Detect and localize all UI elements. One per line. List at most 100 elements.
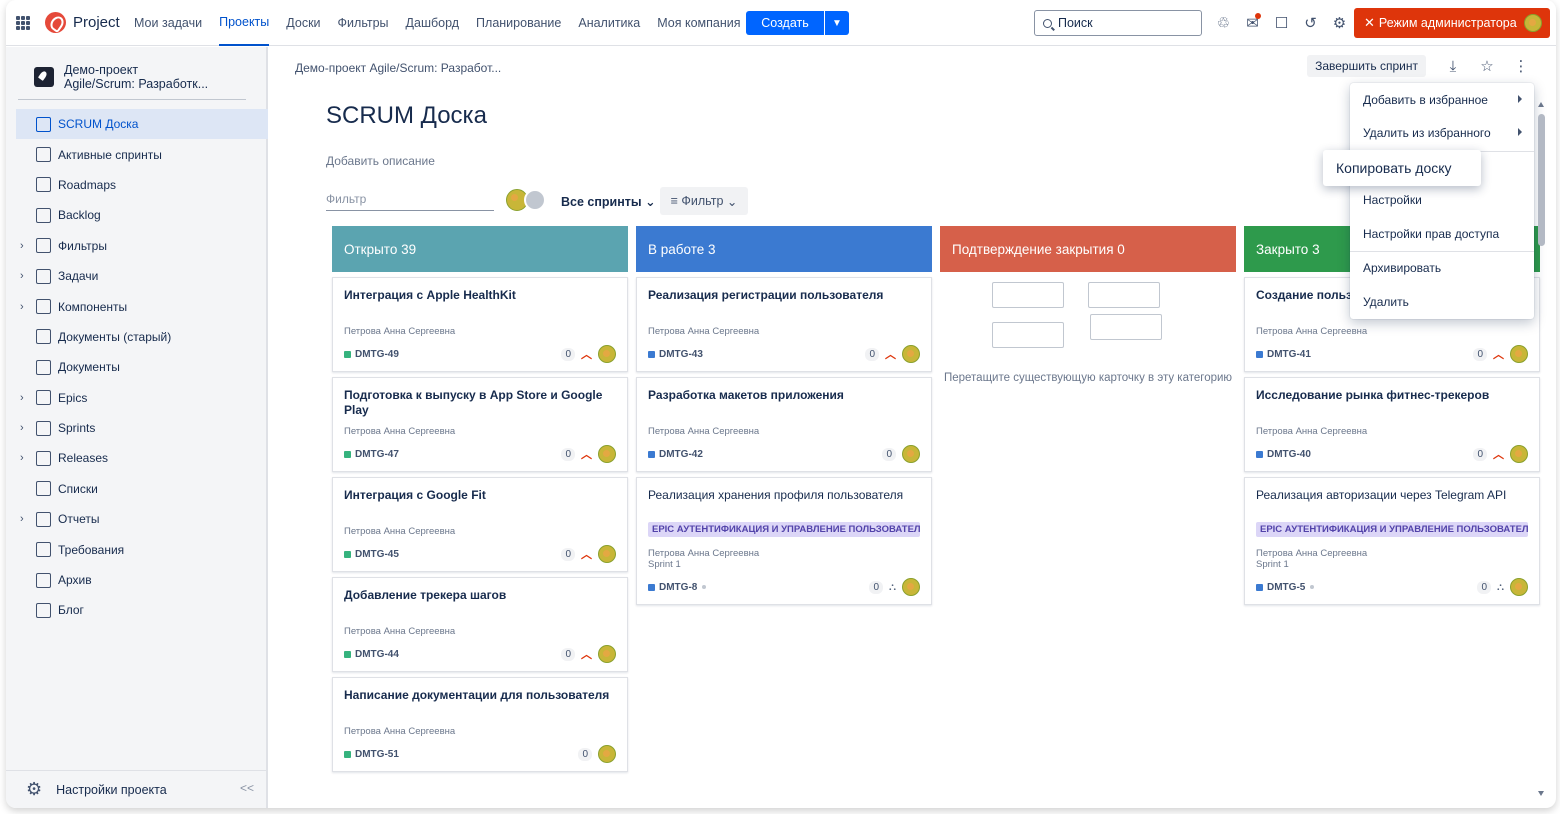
sidebar-item[interactable]: › Компоненты	[16, 291, 268, 321]
tree-icon[interactable]: ♲	[1216, 14, 1231, 32]
card-title[interactable]: Интеграция с Google Fit	[344, 488, 486, 502]
issue-key[interactable]: DMTG-44	[344, 649, 399, 660]
menu-item[interactable]: Удалить из избранного	[1363, 126, 1522, 140]
chevron-right-icon[interactable]: ›	[20, 452, 24, 465]
task-card[interactable]: Интеграция с Apple HealthKit Петрова Анна…	[332, 277, 628, 372]
assignee-avatar[interactable]	[598, 745, 616, 763]
sidebar-item[interactable]: Активные спринты	[16, 139, 268, 169]
task-card[interactable]: Подготовка к выпуску в App Store и Googl…	[332, 377, 628, 472]
epic-badge[interactable]: EPIC АУТЕНТИФИКАЦИЯ И УПРАВЛЕНИЕ ПОЛЬЗОВ…	[1256, 522, 1528, 537]
chevron-right-icon[interactable]: ›	[20, 270, 24, 283]
filter-button[interactable]: ≡ Фильтр ⌄	[660, 187, 748, 215]
assignee-avatar[interactable]	[598, 545, 616, 563]
sidebar-item[interactable]: SCRUM Доска	[16, 109, 268, 140]
issue-key[interactable]: DMTG-40	[1256, 449, 1311, 460]
task-card[interactable]: Исследование рынка фитнес-трекеров Петров…	[1244, 377, 1540, 472]
notification-icon[interactable]: ✉	[1243, 13, 1262, 32]
card-title[interactable]: Добавление трекера шагов	[344, 588, 507, 602]
scroll-down-icon[interactable]	[1538, 791, 1544, 796]
sidebar-item[interactable]: › Фильтры	[16, 231, 268, 261]
task-card[interactable]: Написание документации для пользователя П…	[332, 677, 628, 772]
epic-badge[interactable]: EPIC АУТЕНТИФИКАЦИЯ И УПРАВЛЕНИЕ ПОЛЬЗОВ…	[648, 522, 920, 537]
search-input[interactable]: Поиск	[1034, 10, 1202, 36]
apps-grid-icon[interactable]	[16, 16, 30, 30]
card-title[interactable]: Интеграция с Apple HealthKit	[344, 288, 516, 302]
issue-key[interactable]: DMTG-8	[648, 582, 707, 593]
sidebar-item[interactable]: Требования	[16, 534, 268, 564]
finish-sprint-button[interactable]: Завершить спринт	[1307, 55, 1426, 77]
task-card[interactable]: Реализация регистрации пользователя Петро…	[636, 277, 932, 372]
assignee-avatar[interactable]	[1510, 345, 1528, 363]
star-icon[interactable]: ☆	[1480, 58, 1494, 75]
page-scrollbar[interactable]	[1538, 96, 1545, 796]
collapse-sidebar-icon[interactable]: <<	[239, 781, 254, 795]
project-logo-icon[interactable]	[45, 12, 66, 33]
brand-name[interactable]: Project	[73, 14, 120, 31]
menu-item[interactable]: Настройки прав доступа	[1363, 227, 1499, 241]
issue-key[interactable]: DMTG-43	[648, 349, 703, 360]
menu-item[interactable]: Настройки	[1363, 193, 1422, 207]
column-header[interactable]: Подтверждение закрытия 0	[940, 226, 1236, 272]
card-title[interactable]: Реализация хранения профиля пользователя	[648, 488, 904, 502]
nav-projects[interactable]: Проекты	[219, 0, 270, 46]
chevron-right-icon[interactable]: ›	[20, 422, 24, 435]
unassigned-avatar-icon[interactable]	[524, 189, 546, 211]
menu-item[interactable]: Архивировать	[1363, 261, 1441, 275]
chevron-right-icon[interactable]: ›	[20, 391, 24, 404]
card-title[interactable]: Разработка макетов приложения	[648, 388, 844, 402]
task-card[interactable]: Реализация хранения профиля пользователя…	[636, 477, 932, 605]
card-title[interactable]: Подготовка к выпуску в App Store и Googl…	[344, 388, 603, 417]
menu-item[interactable]: Добавить в избранное	[1363, 93, 1522, 107]
card-title[interactable]: Реализация регистрации пользователя	[648, 288, 884, 302]
chevron-right-icon[interactable]: ›	[20, 513, 24, 526]
sidebar-item[interactable]: Списки	[16, 474, 268, 504]
assignee-avatar[interactable]	[1510, 445, 1528, 463]
assignee-avatar[interactable]	[902, 445, 920, 463]
card-title[interactable]: Создание пользов	[1256, 288, 1367, 302]
sidebar-item[interactable]: Roadmaps	[16, 170, 268, 200]
assignee-avatar[interactable]	[902, 345, 920, 363]
gear-icon[interactable]: ⚙	[1332, 14, 1347, 32]
card-title[interactable]: Написание документации для пользователя	[344, 688, 610, 702]
sidebar-item[interactable]: › Sprints	[16, 413, 268, 443]
issue-key[interactable]: DMTG-45	[344, 549, 399, 560]
menu-item[interactable]: Удалить	[1363, 295, 1409, 309]
nav-my-tasks[interactable]: Мои задачи	[134, 16, 203, 30]
assignee-avatar[interactable]	[902, 578, 920, 596]
create-button[interactable]: Создать	[746, 11, 824, 35]
assignee-avatar[interactable]	[598, 645, 616, 663]
scroll-up-icon[interactable]	[1538, 102, 1544, 107]
sprints-dropdown[interactable]: Все спринты ⌄	[561, 194, 656, 209]
history-icon[interactable]: ↺	[1304, 14, 1317, 32]
download-icon[interactable]: ⤓	[1449, 57, 1457, 75]
card-title[interactable]: Реализация авторизации через Telegram AP…	[1256, 488, 1507, 502]
sidebar-item[interactable]: › Releases	[16, 443, 268, 473]
nav-analytics[interactable]: Аналитика	[578, 16, 641, 30]
admin-mode-button[interactable]: ✕ Режим администратора	[1354, 8, 1550, 38]
user-avatar[interactable]	[1524, 14, 1542, 32]
sidebar-item[interactable]: › Epics	[16, 383, 268, 413]
task-card[interactable]: Разработка макетов приложения Петрова Анн…	[636, 377, 932, 472]
sidebar-item[interactable]: Документы	[16, 352, 268, 382]
column-header[interactable]: В работе 3	[636, 226, 932, 272]
issue-key[interactable]: DMTG-41	[1256, 349, 1311, 360]
chevron-right-icon[interactable]: ›	[20, 239, 24, 252]
sidebar-item[interactable]: › Отчеты	[16, 504, 268, 534]
breadcrumb[interactable]: Демо-проект Agile/Scrum: Разработ...	[295, 61, 502, 75]
add-description-link[interactable]: Добавить описание	[326, 154, 435, 168]
issue-key[interactable]: DMTG-42	[648, 449, 703, 460]
column-header[interactable]: Открыто 39	[332, 226, 628, 272]
issue-key[interactable]: DMTG-51	[344, 749, 399, 760]
more-options-icon[interactable]: ⋮	[1513, 58, 1529, 75]
sidebar-item[interactable]: › Задачи	[16, 261, 268, 291]
chevron-right-icon[interactable]: ›	[20, 300, 24, 313]
nav-boards[interactable]: Доски	[286, 16, 321, 30]
task-card[interactable]: Реализация авторизации через Telegram AP…	[1244, 477, 1540, 605]
issue-key[interactable]: DMTG-5	[1256, 582, 1315, 593]
card-title[interactable]: Исследование рынка фитнес-трекеров	[1256, 388, 1490, 402]
issue-key[interactable]: DMTG-47	[344, 449, 399, 460]
assignee-avatar[interactable]	[1510, 578, 1528, 596]
project-header[interactable]: Демо-проект Agile/Scrum: Разработк...	[34, 63, 208, 91]
nav-planning[interactable]: Планирование	[476, 16, 562, 30]
sidebar-item[interactable]: Backlog	[16, 200, 268, 230]
